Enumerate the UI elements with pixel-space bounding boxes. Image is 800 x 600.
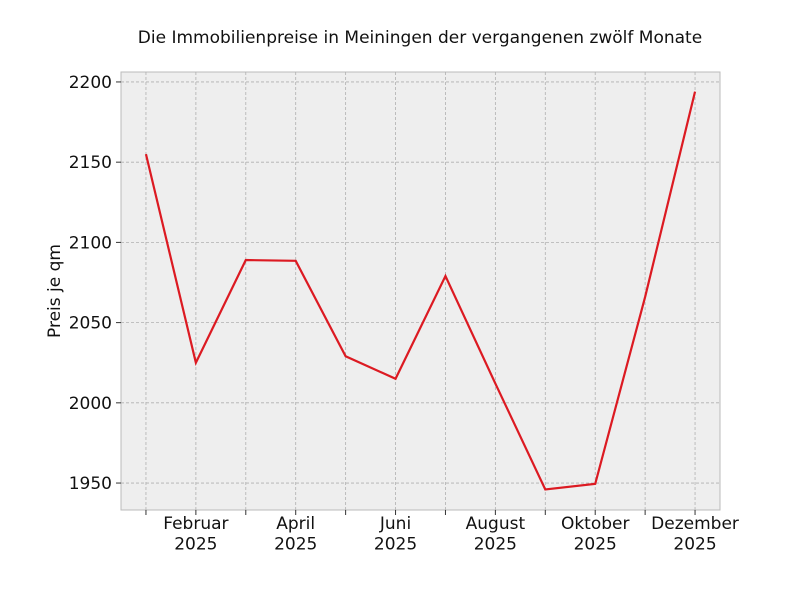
y-tick-label: 2200: [69, 73, 112, 93]
x-tick-label: Februar 2025: [163, 514, 228, 554]
data-line: [144, 91, 697, 491]
x-tick-label: August 2025: [466, 514, 526, 554]
x-tick-label: Juni 2025: [374, 514, 417, 554]
y-tick-label: 2100: [69, 233, 112, 253]
x-tick-label: Dezember 2025: [651, 514, 739, 554]
y-axis-label: Preis je qm: [45, 244, 65, 338]
y-tick-label: 2050: [69, 314, 112, 334]
x-tick-label: April 2025: [274, 514, 317, 554]
plot-area: [120, 71, 721, 511]
y-tick-label: 1950: [69, 474, 112, 494]
chart-title: Die Immobilienpreise in Meiningen der ve…: [138, 28, 702, 48]
y-tick-label: 2000: [69, 394, 112, 414]
x-tick-label: Oktober 2025: [561, 514, 630, 554]
y-tick-label: 2150: [69, 153, 112, 173]
